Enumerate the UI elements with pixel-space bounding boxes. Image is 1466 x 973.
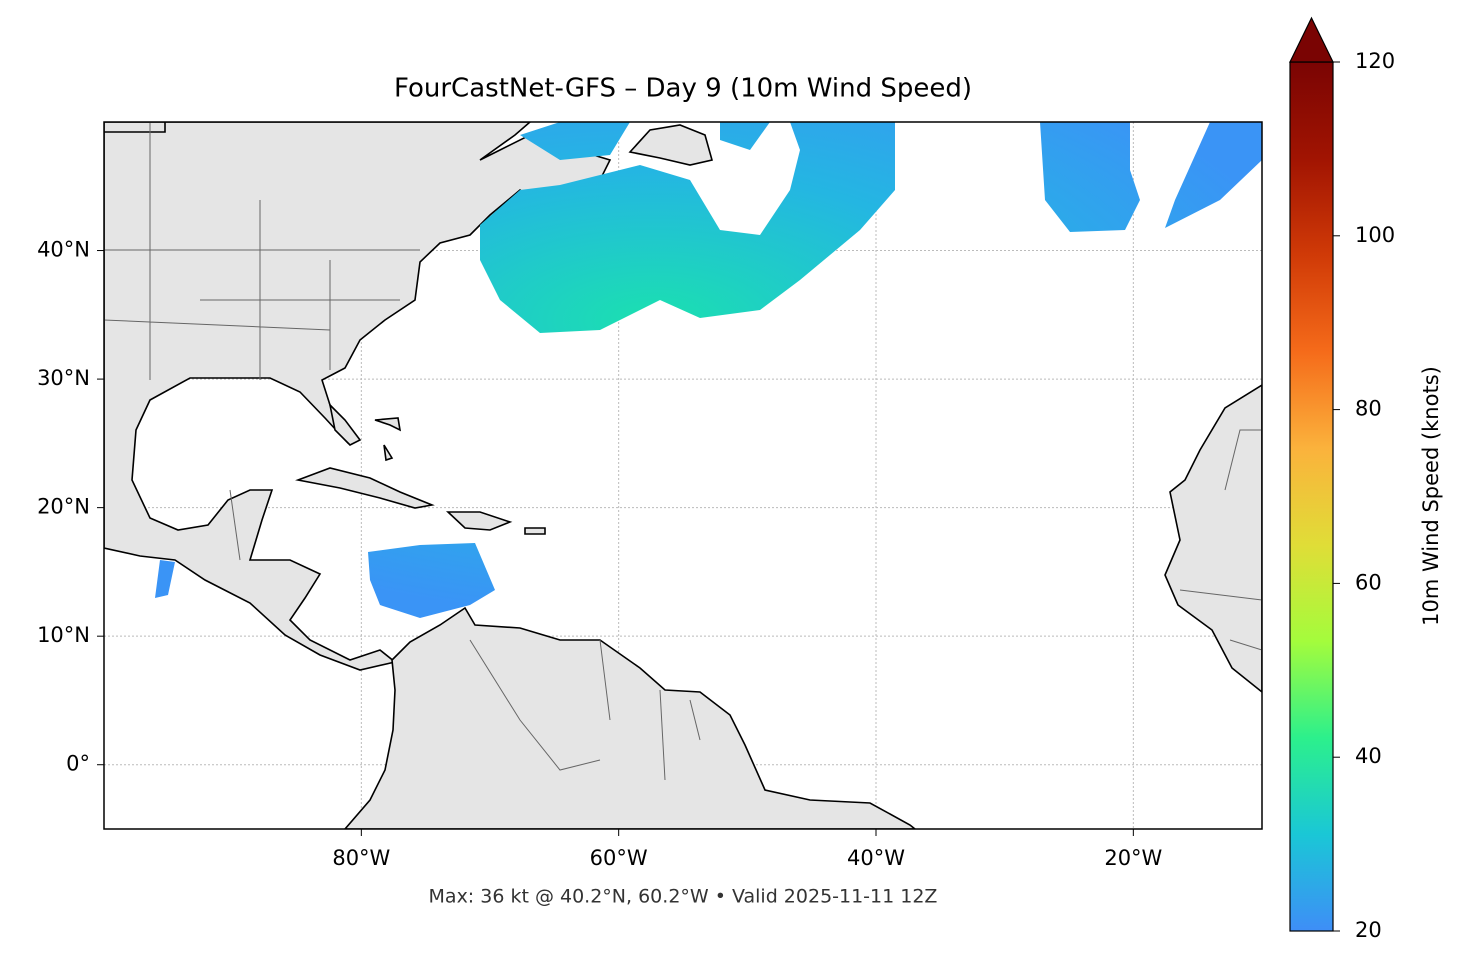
colorbar-label: 10m Wind Speed (knots) (1419, 366, 1443, 626)
colorbar (1289, 61, 1334, 932)
y-tick-label: 40°N (37, 238, 90, 262)
colorbar-tick-label: 120 (1355, 49, 1395, 73)
chart-title: FourCastNet-GFS – Day 9 (10m Wind Speed) (394, 74, 972, 104)
map (104, 122, 1262, 829)
ticks: 80°W 60°W 40°W 20°W 0° 10°N 20°N 30°N 40°N 20 40 60… (37, 49, 1395, 942)
colorbar-tick-label: 60 (1355, 570, 1382, 594)
europe (104, 122, 166, 133)
hispaniola (445, 511, 513, 531)
borders (104, 122, 1262, 781)
x-tick-label: 20°W (1104, 846, 1162, 870)
puerto-rico (524, 527, 546, 535)
colorbar-tick-label: 20 (1355, 918, 1382, 942)
cuba (295, 467, 435, 509)
y-tick-label: 30°N (37, 366, 90, 390)
y-tick-label: 10°N (37, 623, 90, 647)
note: Max: 36 kt @ 40.2°N, 60.2°W • Valid 2025… (429, 886, 938, 908)
colorbar-tick-label: 80 (1355, 397, 1382, 421)
x-tick-label: 60°W (590, 846, 648, 870)
bahamas (374, 417, 402, 462)
wind-field (155, 122, 1262, 618)
colorbar-extend (1289, 16, 1334, 63)
colorbar-tick-label: 100 (1355, 223, 1395, 247)
y-tick-label: 20°N (37, 495, 90, 519)
newfoundland (628, 124, 713, 166)
map-frame (103, 121, 1263, 830)
y-tick-label: 0° (66, 752, 90, 776)
x-tick-label: 80°W (332, 846, 390, 870)
x-tick-label: 40°W (847, 846, 905, 870)
africa (1164, 384, 1262, 694)
florida (328, 402, 362, 446)
south-america (343, 606, 917, 829)
colorbar-tick-label: 40 (1355, 744, 1382, 768)
